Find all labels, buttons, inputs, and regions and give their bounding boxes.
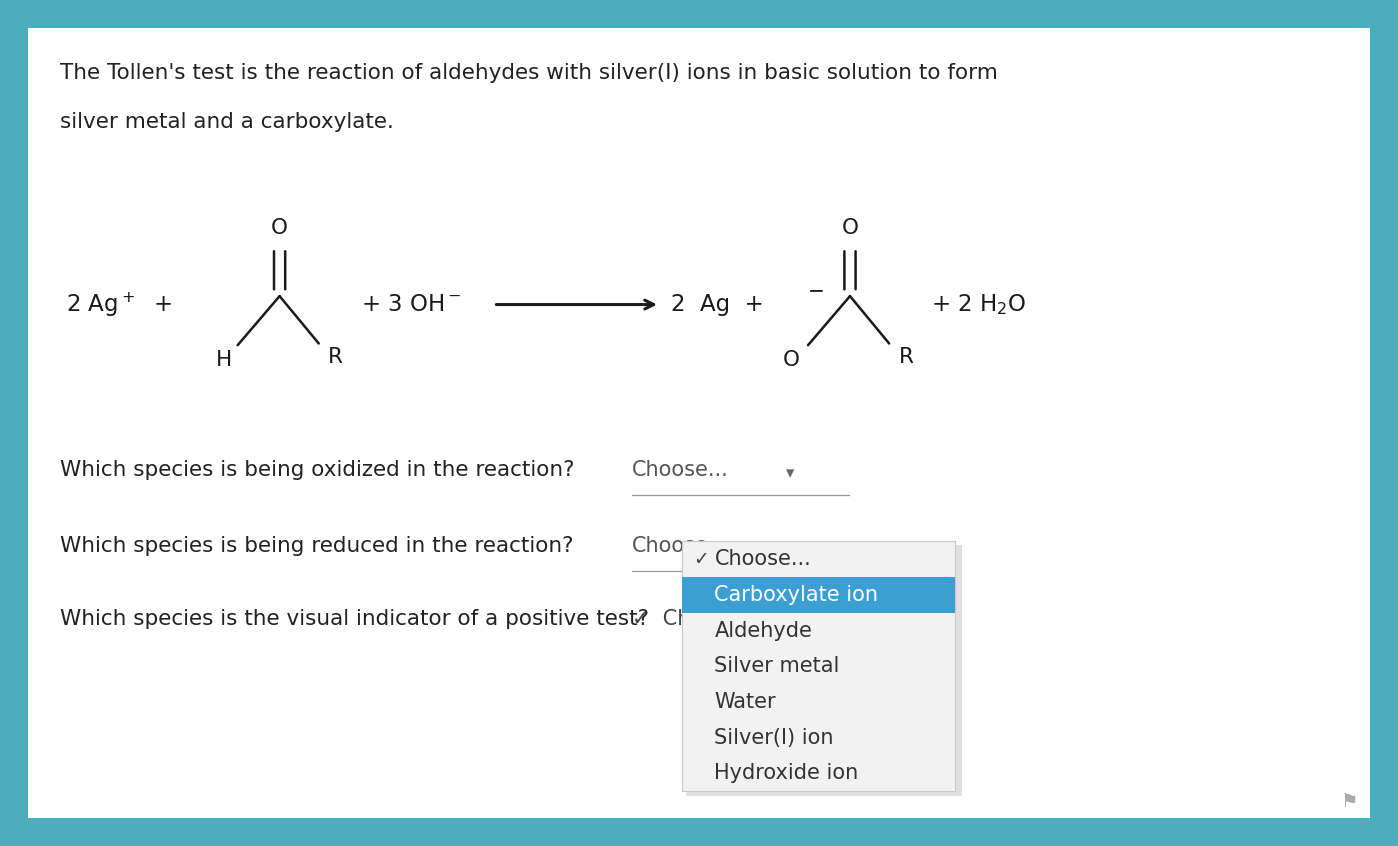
Text: 2 Ag$^+$  +: 2 Ag$^+$ + bbox=[66, 290, 172, 319]
Text: $+$ 3 OH$^-$: $+$ 3 OH$^-$ bbox=[361, 293, 461, 316]
Text: Silver metal: Silver metal bbox=[714, 656, 840, 676]
Text: $-$: $-$ bbox=[807, 280, 823, 299]
Text: Silver(I) ion: Silver(I) ion bbox=[714, 728, 833, 748]
Text: O: O bbox=[842, 218, 858, 239]
Text: R: R bbox=[329, 347, 343, 367]
Bar bbox=[1370, 0, 1398, 846]
Text: ✓  Choose...: ✓ Choose... bbox=[632, 609, 759, 629]
Bar bbox=[686, 545, 962, 796]
Text: $+$ 2 H$_2$O: $+$ 2 H$_2$O bbox=[931, 292, 1026, 317]
Text: 2  Ag  +: 2 Ag + bbox=[671, 293, 763, 316]
Text: O: O bbox=[271, 218, 288, 239]
Text: ▾: ▾ bbox=[786, 540, 794, 558]
Text: ✓: ✓ bbox=[693, 550, 709, 569]
Bar bbox=[0, 818, 1398, 846]
Text: Carboxylate ion: Carboxylate ion bbox=[714, 585, 878, 605]
Text: silver metal and a carboxylate.: silver metal and a carboxylate. bbox=[60, 112, 394, 132]
Text: Aldehyde: Aldehyde bbox=[714, 621, 812, 640]
Text: Hydroxide ion: Hydroxide ion bbox=[714, 763, 858, 783]
Bar bbox=[0, 0, 28, 846]
Text: H: H bbox=[215, 350, 232, 371]
Text: ⚑: ⚑ bbox=[1341, 794, 1357, 812]
Text: Which species is the visual indicator of a positive test?: Which species is the visual indicator of… bbox=[60, 609, 649, 629]
Text: Water: Water bbox=[714, 692, 776, 711]
Text: The Tollen's test is the reaction of aldehydes with silver(I) ions in basic solu: The Tollen's test is the reaction of ald… bbox=[60, 63, 998, 84]
Text: O: O bbox=[783, 350, 800, 371]
Text: ▾: ▾ bbox=[786, 464, 794, 482]
Bar bbox=[682, 541, 955, 791]
Bar bbox=[682, 577, 955, 613]
Text: R: R bbox=[899, 347, 913, 367]
Text: Choose...: Choose... bbox=[632, 536, 728, 556]
Bar bbox=[0, 0, 1398, 28]
Text: Which species is being reduced in the reaction?: Which species is being reduced in the re… bbox=[60, 536, 573, 556]
Text: Choose...: Choose... bbox=[632, 459, 728, 480]
Text: Which species is being oxidized in the reaction?: Which species is being oxidized in the r… bbox=[60, 459, 575, 480]
Text: Choose...: Choose... bbox=[714, 549, 811, 569]
